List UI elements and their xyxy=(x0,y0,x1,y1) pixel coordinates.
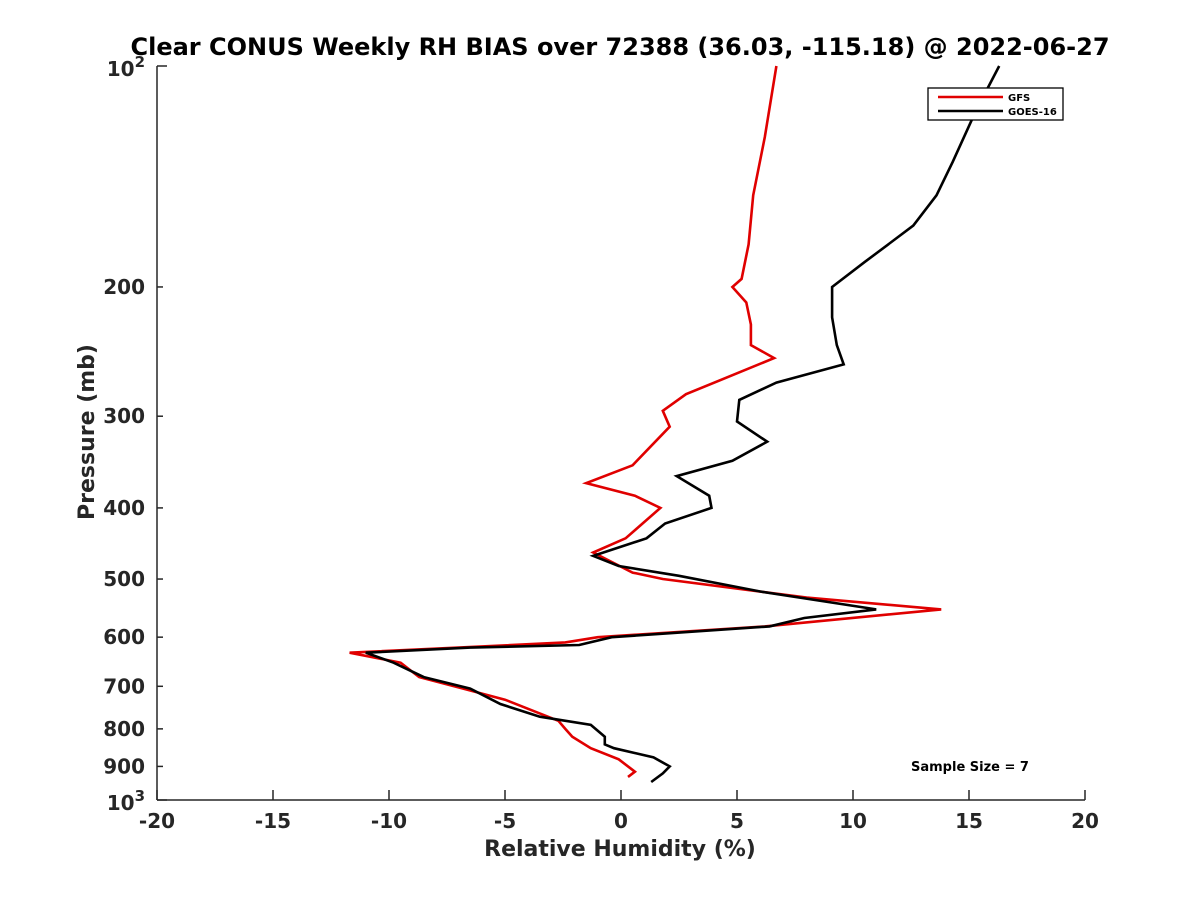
x-tick-label: 20 xyxy=(1071,809,1099,833)
series-line-gfs xyxy=(349,65,942,778)
y-tick-label: 500 xyxy=(103,567,145,591)
x-tick-label: 5 xyxy=(730,809,744,833)
axes: -20 -15 -10 -5 0 5 10 15 20 200 300 400 500 600 700 800… xyxy=(103,53,1099,833)
y-axis-label: Pressure (mb) xyxy=(75,344,100,520)
y-tick-label: 200 xyxy=(103,275,145,299)
y-tick-label: 300 xyxy=(103,404,145,428)
sample-size-annotation: Sample Size = 7 xyxy=(911,760,1029,775)
legend-label-goes-16: GOES-16 xyxy=(1008,107,1057,118)
x-tick-label: -5 xyxy=(494,809,516,833)
series-line-goes-16 xyxy=(365,65,1001,784)
legend: GFS GOES-16 xyxy=(927,87,1064,121)
x-tick-label: 0 xyxy=(614,809,628,833)
x-tick-label: -10 xyxy=(371,809,407,833)
legend-label-gfs: GFS xyxy=(1008,93,1030,104)
y-tick-label-bottom: 103 xyxy=(107,787,145,815)
y-tick-label: 600 xyxy=(103,625,145,649)
x-tick-label: -20 xyxy=(139,809,175,833)
x-tick-label: -15 xyxy=(255,809,291,833)
y-tick-label: 400 xyxy=(103,496,145,520)
chart-title: Clear CONUS Weekly RH BIAS over 72388 (3… xyxy=(130,33,1109,61)
y-tick-label-top: 102 xyxy=(107,53,145,81)
y-tick-label: 700 xyxy=(103,674,145,698)
y-tick-label: 800 xyxy=(103,717,145,741)
plot-lines xyxy=(349,65,1001,784)
x-tick-label: 15 xyxy=(955,809,983,833)
legend-box xyxy=(927,87,1064,121)
y-tick-label: 900 xyxy=(103,754,145,778)
x-axis-label: Relative Humidity (%) xyxy=(484,837,756,862)
x-tick-label: 10 xyxy=(839,809,867,833)
